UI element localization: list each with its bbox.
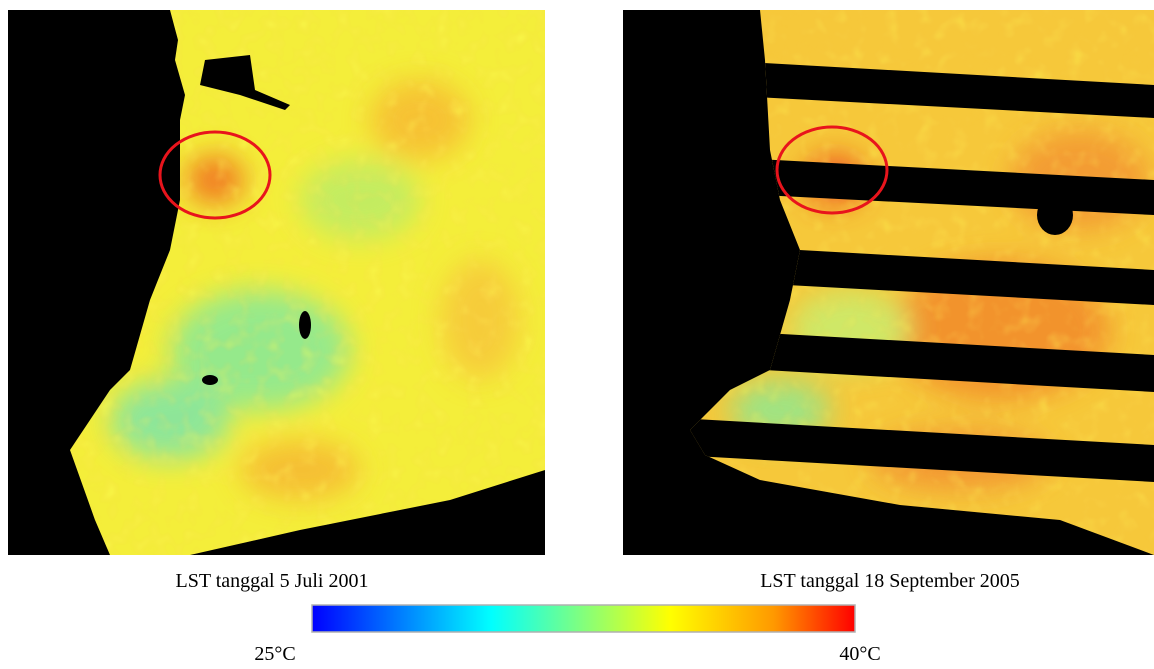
caption: LST tanggal 18 September 2005	[760, 570, 1020, 592]
map-right	[623, 10, 1154, 555]
colorbar-min-label: 25°C	[254, 643, 295, 665]
caption: LST tanggal 5 Juli 2001	[176, 570, 369, 592]
colorbar	[311, 604, 856, 633]
map-left	[8, 10, 545, 555]
colorbar-max-label: 40°C	[839, 643, 880, 665]
